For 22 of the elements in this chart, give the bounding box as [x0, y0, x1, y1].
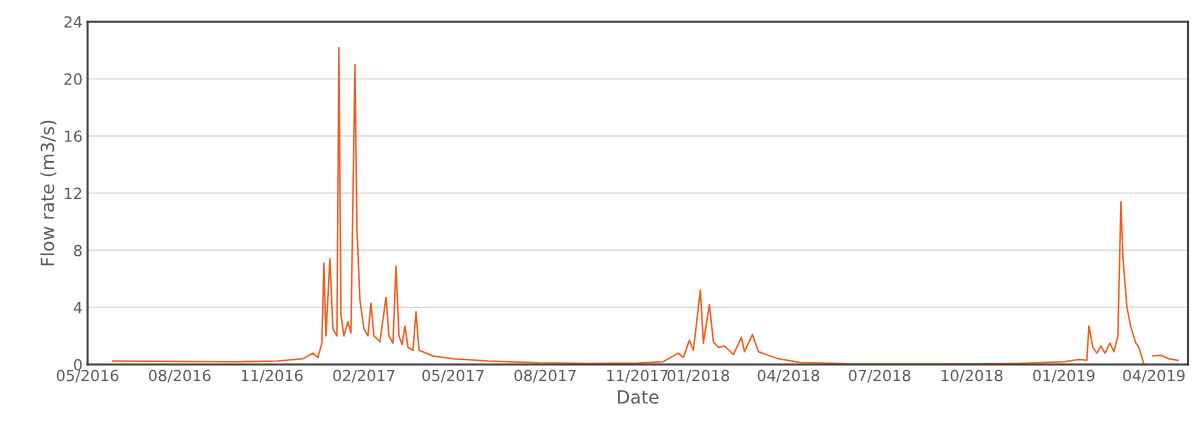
y-tick-label: 16: [64, 130, 82, 143]
x-tick-label: 01/2018: [667, 369, 730, 383]
y-axis-title: Flow rate (m3/s): [40, 120, 57, 266]
x-tick-label: 05/2017: [422, 369, 484, 383]
x-tick-label: 04/2018: [757, 369, 820, 383]
x-tick-label: 07/2018: [848, 369, 911, 383]
x-tick-label: 02/2017: [333, 369, 395, 383]
y-tick-label: 12: [64, 187, 82, 199]
y-tick-label: 24: [64, 16, 82, 28]
x-tick-label: 05/2016: [56, 369, 119, 383]
x-tick-label: 08/2017: [514, 369, 576, 383]
y-tick-label: 0: [74, 359, 82, 371]
x-tick-label: 11/2017: [607, 369, 668, 383]
x-axis-title: Date: [617, 390, 659, 404]
x-tick-label: 11/2016: [241, 369, 303, 383]
x-tick-label: 01/2019: [1033, 369, 1095, 383]
y-tick-label: 20: [64, 73, 82, 85]
x-tick-label: 10/2018: [941, 369, 1003, 383]
x-tick-label: 08/2016: [148, 369, 211, 383]
y-tick-label: 4: [73, 302, 82, 314]
x-tick-label: 04/2019: [1123, 369, 1185, 383]
y-tick-label: 8: [74, 244, 82, 257]
